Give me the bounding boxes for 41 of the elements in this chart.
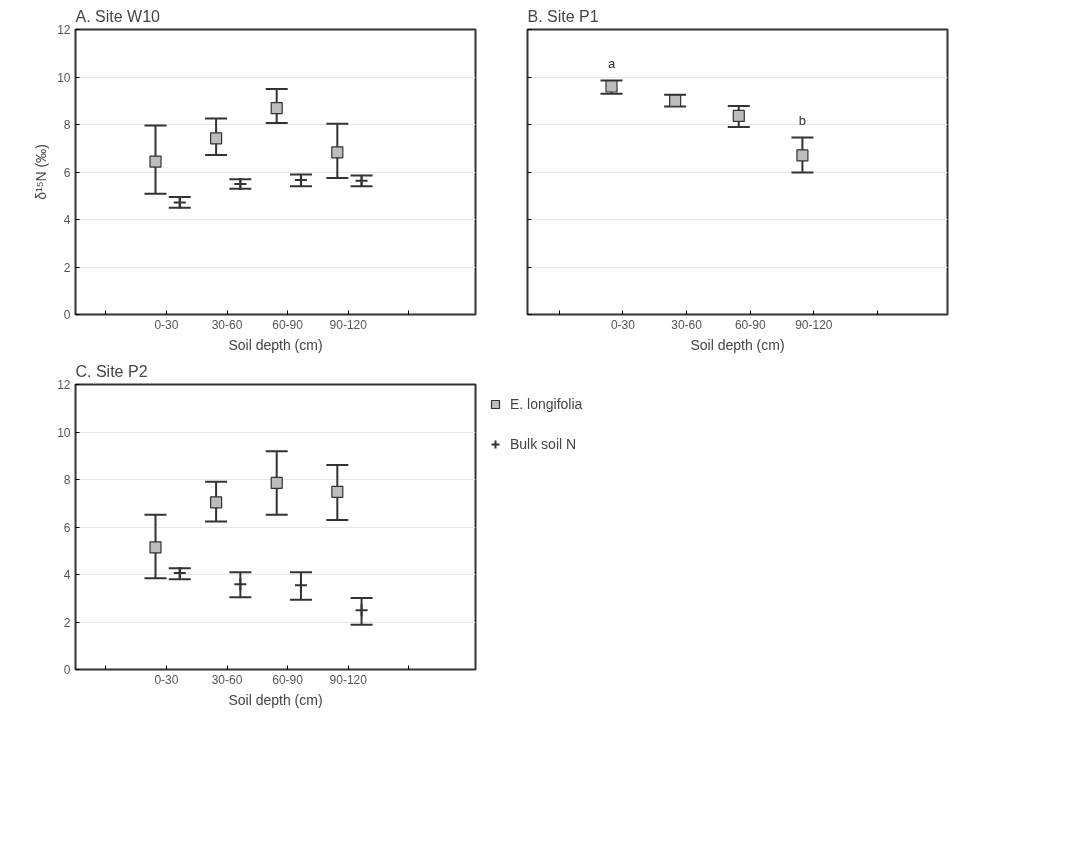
y-tick-label: 2: [63, 260, 71, 275]
y-tick-label: 8: [63, 473, 71, 487]
point: [669, 94, 682, 107]
x-tick-label: 30-60: [671, 317, 703, 332]
x-tick-label: 90-120: [329, 672, 368, 687]
x-tick-label: 60-90: [272, 317, 304, 332]
y-tick-label: 12: [57, 378, 71, 392]
y-tick-label: 8: [63, 118, 71, 132]
y-tick-label: 4: [63, 213, 71, 227]
y-tick-label: 6: [63, 165, 71, 180]
y-tick-label: 12: [57, 23, 71, 37]
chart-title: C. Site P2: [75, 362, 148, 380]
legend-label: Bulk soil N: [510, 436, 577, 452]
y-tick-label: 10: [57, 70, 71, 85]
x-tick-label: 0-30: [154, 672, 179, 687]
annotation: a: [607, 55, 616, 71]
point: [732, 109, 745, 123]
x-axis-title: Soil depth (cm): [228, 691, 323, 708]
annotation: b: [798, 112, 807, 128]
x-tick-label: 30-60: [211, 672, 243, 687]
y-tick-label: 6: [63, 520, 71, 535]
x-tick-label: 60-90: [734, 317, 766, 332]
x-axis-title: Soil depth (cm): [690, 336, 785, 353]
x-axis-title: Soil depth (cm): [228, 336, 323, 353]
y-tick-label: 4: [63, 568, 71, 582]
point: [796, 149, 809, 162]
x-tick-label: 0-30: [610, 317, 636, 332]
point: [605, 80, 618, 93]
y-axis-title: δ¹⁵N (‰): [33, 144, 50, 200]
x-tick-label: 90-120: [795, 317, 833, 332]
x-tick-label: 90-120: [329, 317, 368, 332]
y-tick-label: 0: [63, 308, 71, 322]
legend-label: E. longifolia: [510, 396, 583, 412]
chart-title: B. Site P1: [527, 7, 599, 25]
x-tick-label: 0-30: [154, 317, 179, 332]
chart-title: A. Site W10: [75, 7, 161, 25]
y-tick-label: 0: [63, 663, 71, 677]
y-tick-label: 10: [57, 425, 71, 440]
y-tick-label: 2: [63, 615, 71, 630]
x-tick-label: 60-90: [272, 672, 304, 687]
x-tick-label: 30-60: [211, 317, 243, 332]
